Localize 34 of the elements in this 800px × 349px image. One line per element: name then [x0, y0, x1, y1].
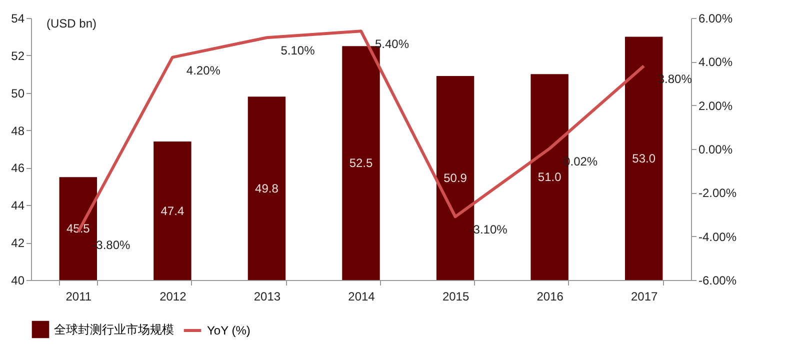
data-label: 49.8 — [255, 181, 279, 196]
x-tick-label: 2011 — [66, 290, 92, 304]
data-label: 51.0 — [538, 170, 562, 184]
y-axis-title: (USD bn) — [46, 16, 97, 30]
y2-tick-label: -4.00% — [698, 230, 737, 244]
x-tick-label: 2012 — [160, 290, 187, 304]
y-tick-label: 54 — [11, 12, 25, 26]
data-label: 53.0 — [632, 151, 656, 166]
y-tick-label: 52 — [11, 48, 25, 63]
y2-tick-label: 0.00% — [698, 142, 733, 156]
data-label: 5.40% — [375, 37, 410, 52]
x-tick-label: 2015 — [442, 290, 470, 304]
x-tick-label: 2014 — [348, 290, 376, 304]
y-tick-label: 50 — [11, 86, 25, 100]
x-tick-label: 2013 — [254, 290, 281, 304]
y-tick-label: 42 — [11, 236, 25, 250]
y2-tick-label: 4.00% — [698, 55, 733, 70]
legend-label: YoY (%) — [207, 324, 250, 338]
y2-tick-label: 2.00% — [698, 98, 733, 113]
data-label: 50.9 — [444, 171, 468, 186]
y2-tick-label: -6.00% — [698, 274, 737, 288]
x-tick-label: 2017 — [631, 290, 658, 304]
data-label: 4.20% — [186, 63, 221, 78]
data-label: 5.10% — [280, 44, 316, 58]
data-label: 52.5 — [349, 156, 373, 170]
y-tick-label: 40 — [11, 274, 25, 288]
data-label: 47.4 — [160, 204, 184, 218]
legend-label: 全球封测行业市场规模 — [54, 322, 174, 336]
y-tick-label: 46 — [11, 161, 25, 176]
y2-tick-label: -2.00% — [698, 186, 737, 200]
y-tick-label: 48 — [11, 124, 25, 138]
y-tick-label: 44 — [11, 198, 25, 213]
x-tick-label: 2016 — [536, 290, 564, 304]
y2-tick-label: 6.00% — [698, 12, 733, 26]
